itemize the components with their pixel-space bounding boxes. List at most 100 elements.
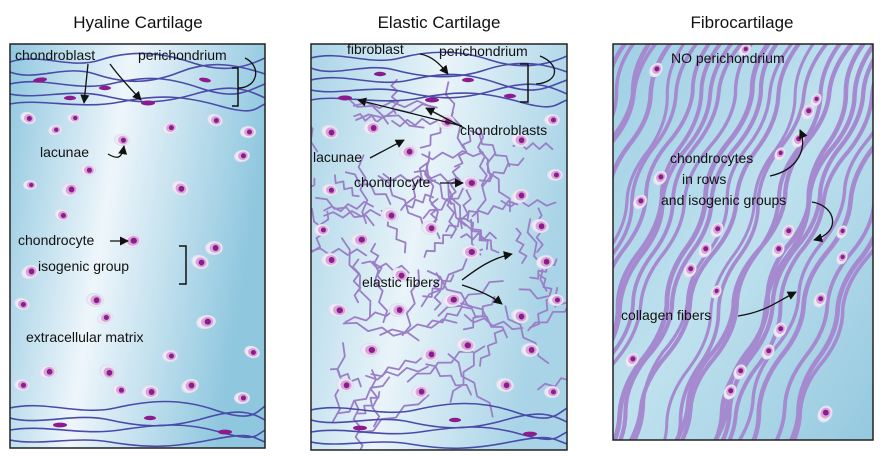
hyaline-chondrocyte xyxy=(207,113,223,127)
elastic-chondrocyte xyxy=(456,337,476,353)
elastic-fiber xyxy=(390,78,399,115)
elastic-fibers-arrow-1 xyxy=(461,251,513,281)
fibro-chondrocyte xyxy=(653,170,667,186)
elastic-chondrocyte xyxy=(336,377,354,393)
collagen-fiber xyxy=(613,44,673,180)
elastic-fiber xyxy=(315,197,375,227)
elastic-fibroblast-label: fibroblast xyxy=(347,41,404,57)
elastic-fiber xyxy=(400,193,434,211)
fibro-chondrocyte xyxy=(633,194,647,210)
fibro-chondrocytes-label-2: in rows xyxy=(682,171,726,187)
elastic-fiber xyxy=(445,210,479,233)
elastic-perichondrium-pointer xyxy=(535,55,556,85)
hyaline-perichondrium-label: perichondrium xyxy=(138,47,227,63)
fibro-no-perichondrium-label: NO perichondrium xyxy=(671,50,785,66)
elastic-chondroblasts-label: chondroblasts xyxy=(460,122,547,138)
elastic-fiber xyxy=(413,169,466,187)
elastic-chondrocyte xyxy=(496,377,514,393)
collagen-fiber xyxy=(737,129,873,440)
elastic-fiber xyxy=(323,209,381,219)
collagen-fiber xyxy=(613,44,658,145)
elastic-fiber xyxy=(423,234,453,258)
collagen-fiber xyxy=(713,44,873,440)
fibro-chondrocyte xyxy=(739,44,751,57)
fibro-panel: NO perichondrium chondrocytes in rows an… xyxy=(612,43,874,441)
hyaline-chondroblast-arrow-2 xyxy=(109,63,142,101)
elastic-fiber xyxy=(311,207,325,230)
elastic-chondrocyte xyxy=(511,308,529,324)
fibro-chondrocyte xyxy=(773,322,787,338)
elastic-lacunae-arrow xyxy=(369,139,405,159)
collagen-fiber xyxy=(663,44,815,440)
hyaline-chondrocyte xyxy=(61,182,79,198)
hyaline-perichondrium-pointer xyxy=(237,57,257,89)
elastic-fiber xyxy=(454,133,472,168)
elastic-fiber xyxy=(479,329,505,367)
elastic-border xyxy=(310,43,568,451)
elastic-fiber xyxy=(460,231,497,241)
fibro-chondrocyte xyxy=(710,222,724,238)
fibro-chondrocyte xyxy=(698,242,712,258)
elastic-fiber xyxy=(372,260,388,323)
elastic-fiber xyxy=(529,258,558,280)
hyaline-chondrocyte xyxy=(97,311,113,325)
hyaline-chondrocyte xyxy=(99,364,117,380)
hyaline-chondrocyte xyxy=(171,180,189,196)
fibro-chondrocyte xyxy=(625,352,639,368)
elastic-fiber xyxy=(526,218,548,292)
elastic-panel: fibroblast perichondrium chondroblasts l… xyxy=(310,41,568,451)
hyaline-chondrocyte xyxy=(112,383,128,397)
elastic-fiber xyxy=(447,353,494,418)
elastic-chondrocyte xyxy=(511,132,529,148)
hyaline-chondrocyte xyxy=(86,292,104,308)
collagen-fiber xyxy=(674,44,855,440)
elastic-chondrocytes xyxy=(314,114,564,400)
elastic-chondrocyte xyxy=(511,188,529,204)
elastic-chondrocyte xyxy=(350,232,370,248)
hyaline-perichondrium-bracket xyxy=(232,67,239,107)
hyaline-chondrocyte xyxy=(39,364,57,380)
elastic-fiber xyxy=(342,322,420,342)
elastic-chondrocyte xyxy=(421,347,439,363)
fibro-chondrocyte xyxy=(836,225,848,239)
elastic-fiber xyxy=(377,175,426,232)
collagen-fiber xyxy=(774,189,873,440)
elastic-fiber xyxy=(446,187,457,239)
elastic-fiber xyxy=(466,219,489,251)
elastic-fiber xyxy=(478,150,511,213)
elastic-fiber xyxy=(357,154,369,224)
fibro-chondrocyte xyxy=(723,384,737,400)
elastic-chondrocyte xyxy=(321,253,339,267)
elastic-chondrocyte xyxy=(363,121,381,135)
hyaline-isogenic-group-label: isogenic group xyxy=(38,258,129,274)
elastic-fiber xyxy=(311,177,316,188)
elastic-chondrocyte xyxy=(381,207,399,223)
collagen-fiber xyxy=(675,44,829,440)
collagen-fiber xyxy=(628,44,802,440)
elastic-chondrocyte xyxy=(421,220,439,236)
fibro-chondrocyte xyxy=(801,104,815,120)
elastic-elastic-fibers-label: elastic fibers xyxy=(362,274,440,290)
elastic-fiber xyxy=(518,288,567,306)
hyaline-chondrocyte xyxy=(20,111,36,125)
elastic-chondrocyte xyxy=(442,292,462,308)
hyaline-chondrocyte xyxy=(196,314,216,330)
elastic-fiber xyxy=(379,318,458,336)
hyaline-chondrocytes xyxy=(14,111,260,404)
elastic-fiber xyxy=(401,269,420,337)
elastic-fiber xyxy=(447,180,482,256)
elastic-chondrocyte-label: chondrocyte xyxy=(354,174,430,190)
hyaline-chondroblast-arrow-1 xyxy=(80,63,90,104)
elastic-fiber xyxy=(537,377,567,391)
hyaline-chondrocyte xyxy=(14,297,30,311)
fibro-chondrocyte xyxy=(781,224,795,240)
collagen-fiber xyxy=(613,44,712,271)
hyaline-chondrocyte xyxy=(80,163,96,177)
elastic-fiber xyxy=(329,368,362,388)
hyaline-isogenic-bracket xyxy=(179,245,187,285)
hyaline-chondrocyte xyxy=(162,350,178,362)
elastic-fiber xyxy=(449,345,486,403)
collagen-fiber xyxy=(713,44,867,440)
hyaline-chondrocyte xyxy=(48,124,62,136)
